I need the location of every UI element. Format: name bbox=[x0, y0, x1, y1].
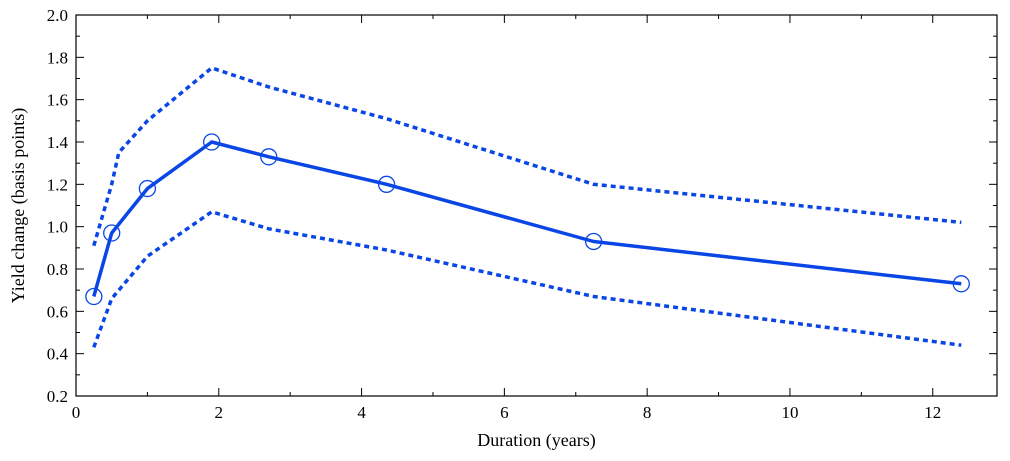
upper-band-line bbox=[92, 66, 962, 247]
y-tick-label: 0.4 bbox=[47, 345, 69, 364]
x-tick-label: 4 bbox=[357, 403, 366, 422]
series-layer bbox=[85, 66, 970, 348]
plot-frame bbox=[75, 14, 998, 397]
y-tick-label: 0.6 bbox=[47, 302, 68, 321]
x-tick-label: 0 bbox=[72, 403, 81, 422]
x-tick-label: 6 bbox=[500, 403, 509, 422]
main-series-line bbox=[92, 140, 962, 297]
data-point-marker bbox=[377, 175, 396, 193]
data-point-marker bbox=[260, 148, 278, 166]
y-tick-label: 1.6 bbox=[47, 91, 68, 110]
data-point-marker bbox=[584, 232, 603, 251]
y-tick-label: 2.0 bbox=[47, 6, 68, 25]
x-tick-label: 10 bbox=[781, 403, 798, 422]
y-tick-label: 0.8 bbox=[47, 260, 68, 279]
x-axis-label: Duration (years) bbox=[477, 430, 595, 451]
data-point-marker bbox=[138, 179, 157, 198]
y-tick-label: 1.8 bbox=[47, 48, 68, 67]
x-tick-label: 12 bbox=[924, 403, 941, 422]
data-point-marker bbox=[103, 224, 121, 242]
data-point-marker bbox=[85, 287, 103, 306]
y-tick-label: 1.2 bbox=[47, 175, 68, 194]
lower-band-line bbox=[92, 210, 962, 348]
y-tick-label: 1.4 bbox=[47, 133, 69, 152]
x-tick-label: 8 bbox=[643, 403, 652, 422]
y-axis-label: Yield change (basis points) bbox=[8, 108, 29, 303]
axis-layer: 0 2 4 6 8 10 12 0.2 0.4 0.6 0.8 1.0 1.2 1.4 1.6 1.8 2.0 bbox=[47, 6, 998, 422]
y-tick-label: 0.2 bbox=[47, 387, 68, 406]
data-point-marker bbox=[203, 133, 221, 151]
y-tick-label: 1.0 bbox=[47, 218, 68, 237]
x-tick-label: 2 bbox=[215, 403, 224, 422]
data-point-marker bbox=[952, 275, 970, 293]
